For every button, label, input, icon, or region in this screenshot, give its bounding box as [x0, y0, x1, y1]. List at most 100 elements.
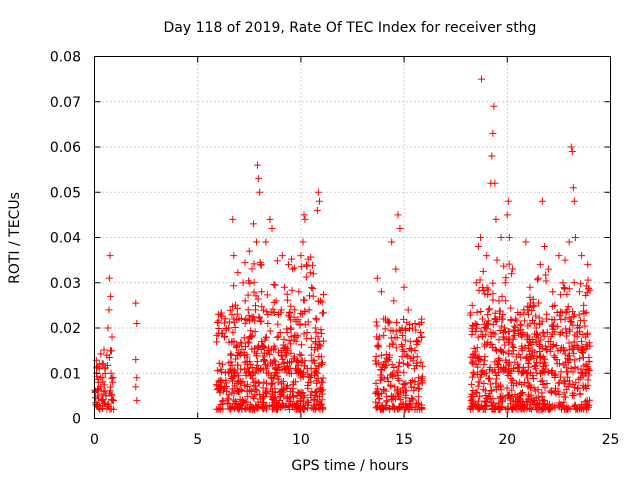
data-point: [266, 327, 274, 335]
data-point: [270, 309, 278, 317]
data-point: [527, 391, 535, 399]
data-point: [399, 359, 407, 367]
data-point: [549, 288, 557, 296]
data-point: [495, 363, 503, 371]
data-point: [317, 326, 325, 334]
data-point: [244, 364, 252, 372]
data-point: [309, 285, 317, 293]
data-point: [313, 388, 321, 396]
data-point: [561, 315, 569, 323]
data-point: [548, 367, 556, 375]
data-point: [509, 347, 517, 355]
data-point: [314, 345, 322, 353]
data-point: [395, 358, 403, 366]
data-point: [497, 347, 505, 355]
data-point: [273, 369, 281, 377]
data-point: [254, 295, 262, 303]
data-point: [410, 384, 418, 392]
data-point: [300, 211, 308, 219]
data-point: [477, 308, 485, 316]
data-point: [395, 404, 403, 412]
data-point: [241, 315, 249, 323]
data-point: [550, 402, 558, 410]
data-point: [559, 279, 567, 287]
data-point: [309, 270, 317, 278]
data-point: [472, 401, 480, 409]
data-point: [233, 304, 241, 312]
data-point: [521, 317, 529, 325]
data-point: [402, 351, 410, 359]
data-point: [312, 400, 320, 408]
data-point: [294, 316, 302, 324]
data-point: [584, 261, 592, 269]
data-point: [417, 329, 425, 337]
data-point: [257, 318, 265, 326]
data-point: [578, 345, 586, 353]
data-point: [526, 293, 534, 301]
data-point: [317, 297, 325, 305]
data-point: [492, 379, 500, 387]
data-point: [398, 324, 406, 332]
data-point: [231, 323, 239, 331]
data-point: [242, 405, 250, 413]
data-point: [283, 329, 291, 337]
data-point: [382, 350, 390, 358]
data-point: [250, 288, 258, 296]
data-point: [511, 391, 519, 399]
data-point: [494, 356, 502, 364]
data-point: [524, 369, 532, 377]
data-point: [225, 338, 233, 346]
data-point: [97, 350, 105, 358]
data-point: [533, 369, 541, 377]
data-point: [241, 297, 249, 305]
x-axis-label: GPS time / hours: [291, 458, 408, 474]
data-point: [92, 399, 100, 407]
data-point: [242, 369, 250, 377]
y-tick-label: 0.01: [50, 366, 81, 382]
data-point: [535, 299, 543, 307]
data-point: [527, 384, 535, 392]
data-point: [534, 393, 542, 401]
data-point: [280, 283, 288, 291]
data-point: [556, 330, 564, 338]
data-point: [516, 322, 524, 330]
data-point: [528, 405, 536, 413]
data-point: [569, 184, 577, 192]
data-point: [247, 333, 255, 341]
data-point: [562, 363, 570, 371]
data-point: [301, 357, 309, 365]
data-point: [549, 325, 557, 333]
data-point: [527, 299, 535, 307]
data-point: [479, 367, 487, 375]
data-point: [235, 315, 243, 323]
data-point: [528, 351, 536, 359]
data-point: [413, 353, 421, 361]
data-point: [553, 356, 561, 364]
data-point: [539, 405, 547, 413]
data-point: [312, 328, 320, 336]
data-point: [298, 389, 306, 397]
data-point: [393, 387, 401, 395]
data-point: [319, 403, 327, 411]
data-point: [569, 381, 577, 389]
data-point: [390, 363, 398, 371]
data-point: [565, 314, 573, 322]
data-point: [485, 306, 493, 314]
data-point: [484, 286, 492, 294]
data-point: [522, 398, 530, 406]
data-point: [262, 238, 270, 246]
data-point: [287, 349, 295, 357]
data-point: [245, 367, 253, 375]
data-point: [516, 311, 524, 319]
data-point: [310, 395, 318, 403]
data-point: [392, 344, 400, 352]
data-point: [501, 341, 509, 349]
data-point: [372, 398, 380, 406]
data-point: [560, 284, 568, 292]
data-point: [497, 381, 505, 389]
data-point: [539, 377, 547, 385]
data-point: [481, 290, 489, 298]
data-point: [418, 379, 426, 387]
data-point: [278, 252, 286, 260]
y-tick-label: 0.05: [50, 185, 81, 201]
